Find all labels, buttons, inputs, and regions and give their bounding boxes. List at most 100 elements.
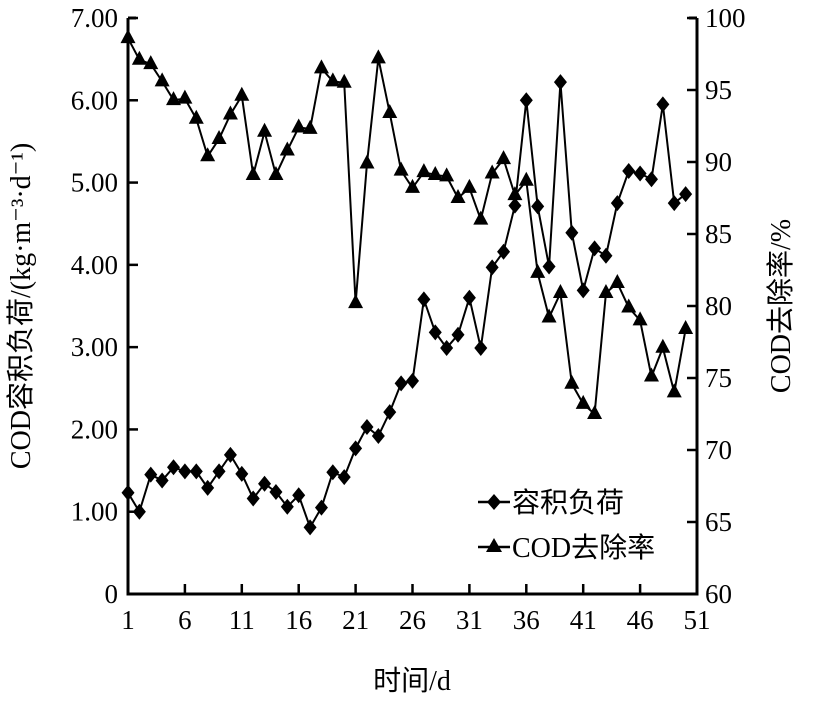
y-right-tick-label: 95 bbox=[705, 75, 732, 105]
triangle-data-point bbox=[211, 129, 227, 144]
triangle-data-point bbox=[621, 298, 637, 313]
x-tick-label: 1 bbox=[121, 605, 135, 635]
diamond-data-point bbox=[542, 258, 556, 275]
diamond-data-point bbox=[497, 243, 511, 260]
triangle-data-point bbox=[154, 72, 170, 87]
triangle-data-point bbox=[177, 89, 193, 104]
triangle-data-point bbox=[496, 150, 512, 165]
legend-label-load: 容积负荷 bbox=[512, 487, 624, 519]
triangle-data-point bbox=[541, 308, 557, 323]
series-cod-removal bbox=[120, 29, 694, 419]
y-right-tick-label: 85 bbox=[705, 219, 732, 249]
x-tick-label: 21 bbox=[342, 605, 369, 635]
y-left-tick-label: 1.00 bbox=[71, 497, 118, 527]
triangle-data-point bbox=[348, 294, 364, 309]
diamond-data-point bbox=[440, 339, 454, 356]
y-right-axis-label: COD去除率/% bbox=[765, 219, 797, 393]
x-tick-label: 16 bbox=[285, 605, 312, 635]
triangle-data-point bbox=[587, 405, 603, 419]
triangle-data-point bbox=[405, 178, 420, 193]
triangle-data-point bbox=[552, 284, 568, 299]
series-layer bbox=[120, 29, 694, 536]
diamond-data-point bbox=[292, 487, 306, 504]
triangle-data-point bbox=[655, 338, 671, 353]
y-left-tick-label: 6.00 bbox=[71, 85, 118, 115]
x-tick-label: 41 bbox=[570, 605, 597, 635]
triangle-data-point bbox=[336, 73, 352, 88]
diamond-data-point bbox=[337, 469, 351, 486]
triangle-data-point bbox=[643, 367, 659, 382]
diamond-data-point bbox=[235, 465, 249, 482]
triangle-data-point bbox=[598, 284, 614, 299]
diamond-data-point bbox=[349, 440, 363, 457]
x-tick-label: 31 bbox=[456, 605, 483, 635]
triangle-data-point bbox=[200, 147, 216, 162]
series-line bbox=[127, 37, 687, 417]
legend: 容积负荷 COD去除率 bbox=[478, 487, 655, 564]
diamond-data-point bbox=[132, 503, 146, 520]
triangle-data-point bbox=[461, 178, 477, 193]
diamond-data-point bbox=[258, 475, 272, 492]
y-right-tick-label: 100 bbox=[705, 3, 746, 33]
diamond-data-point bbox=[303, 519, 317, 536]
y-right-tick-label: 75 bbox=[705, 363, 732, 393]
diamond-data-point bbox=[462, 289, 476, 306]
diamond-data-point bbox=[531, 198, 545, 215]
triangle-data-point bbox=[268, 165, 284, 180]
diamond-data-point bbox=[269, 483, 283, 500]
triangle-data-point bbox=[188, 109, 204, 124]
triangle-data-point bbox=[678, 320, 694, 335]
triangle-data-point bbox=[393, 161, 409, 176]
diamond-data-point bbox=[201, 479, 215, 496]
legend-label-removal: COD去除率 bbox=[512, 532, 655, 564]
legend-item-removal: COD去除率 bbox=[478, 532, 655, 564]
triangle-data-point bbox=[450, 189, 466, 203]
series-volumetric-load bbox=[121, 74, 693, 536]
triangle-marker-icon bbox=[486, 538, 502, 552]
y-left-tick-label: 0 bbox=[105, 579, 119, 609]
x-tick-label: 26 bbox=[399, 605, 426, 635]
diamond-data-point bbox=[553, 74, 567, 91]
diamond-data-point bbox=[428, 324, 442, 341]
x-axis-label: 时间/d bbox=[373, 665, 451, 697]
x-tick-label: 36 bbox=[513, 605, 540, 635]
triangle-data-point bbox=[416, 163, 432, 178]
diamond-data-point bbox=[246, 490, 260, 507]
diamond-data-point bbox=[508, 197, 522, 214]
diamond-data-point bbox=[610, 195, 624, 212]
diamond-marker-icon bbox=[487, 494, 501, 510]
triangle-data-point bbox=[234, 86, 250, 101]
triangle-data-point bbox=[166, 91, 182, 106]
triangle-data-point bbox=[507, 186, 523, 201]
diamond-data-point bbox=[667, 195, 681, 212]
triangle-data-point bbox=[473, 210, 489, 225]
diamond-data-point bbox=[121, 484, 135, 501]
diamond-data-point bbox=[565, 224, 579, 241]
y-left-axis-label: COD容积负荷/(kg·m⁻³·d⁻¹) bbox=[5, 143, 37, 469]
triangle-data-point bbox=[666, 383, 682, 398]
diamond-data-point bbox=[394, 375, 408, 392]
y-left-tick-label: 7.00 bbox=[71, 3, 118, 33]
diamond-data-point bbox=[144, 466, 158, 483]
diamond-data-point bbox=[519, 92, 533, 109]
diamond-data-point bbox=[212, 463, 226, 480]
triangle-data-point bbox=[632, 311, 648, 326]
legend-item-load: 容积负荷 bbox=[478, 487, 624, 519]
diamond-data-point bbox=[451, 326, 465, 343]
triangle-data-point bbox=[484, 164, 500, 179]
triangle-data-point bbox=[370, 49, 386, 64]
x-tick-label: 11 bbox=[229, 605, 255, 635]
diamond-data-point bbox=[474, 339, 488, 356]
diamond-data-point bbox=[485, 259, 499, 276]
triangle-data-point bbox=[313, 59, 329, 74]
y-right-tick-label: 80 bbox=[705, 291, 732, 321]
y-right-tick-label: 90 bbox=[705, 147, 732, 177]
triangle-data-point bbox=[609, 273, 625, 288]
diamond-data-point bbox=[167, 459, 181, 476]
y-left-tick-label: 4.00 bbox=[71, 250, 118, 280]
y-left-tick-label: 5.00 bbox=[71, 168, 118, 198]
diamond-data-point bbox=[599, 247, 613, 264]
triangle-data-point bbox=[245, 165, 261, 180]
triangle-data-point bbox=[359, 154, 375, 169]
triangle-data-point bbox=[575, 394, 591, 409]
